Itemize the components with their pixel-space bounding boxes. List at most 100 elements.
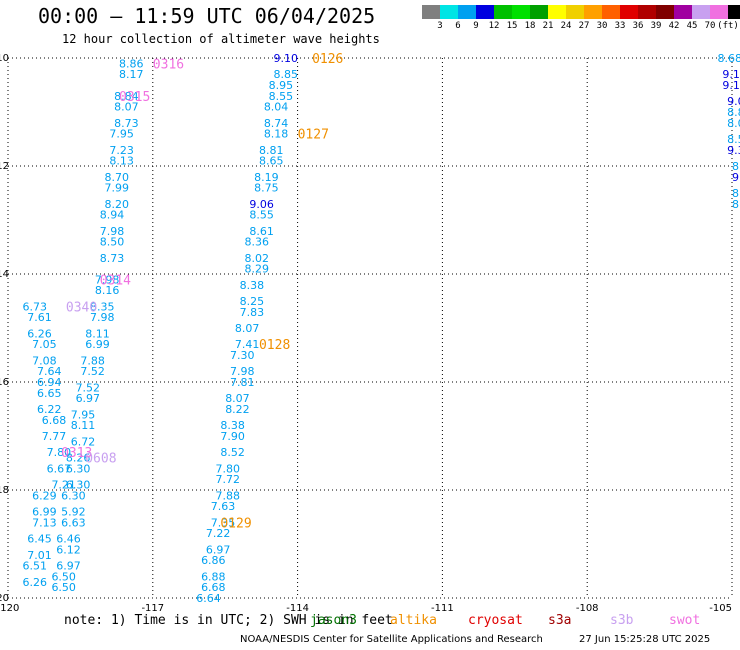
legend-swatch-1 [440,5,458,19]
pass-time-label: 0315 [119,90,150,105]
wave-height-value: 6.88 [201,570,226,583]
wave-height-value: 8.29 [245,263,269,276]
lon-axis-label: -117 [141,603,164,614]
legend-swatches [422,5,740,19]
wave-height-value: 7.41 [235,338,260,351]
wave-height-value: 8.84 [114,90,139,103]
wave-height-value: 8.07 [114,101,139,114]
wave-height-value: 8.16 [95,284,120,297]
wave-height-value: 8.35 [90,300,115,313]
legend-tick-label: 6 [455,21,461,31]
legend-swatch-2 [458,5,476,19]
wave-height-value: 9.06 [249,198,273,211]
wave-height-value: 8.25 [240,295,265,308]
wave-height-value: 9.10 [273,52,298,65]
wave-height-value: 8.73 [100,252,125,265]
wave-height-value: 6.12 [56,543,80,556]
pass-time-label: 0126 [312,52,343,67]
wave-height-value: 8.81 [259,144,284,157]
wave-height-value: 8 [732,198,739,211]
legend-swatch-0 [422,5,440,19]
pass-time-label: 0129 [220,516,251,531]
chart-subtitle: 12 hour collection of altimeter wave hei… [62,32,380,46]
wave-height-value: 8.19 [254,171,279,184]
wave-height-value: 7.88 [216,489,241,502]
wave-height-value: 6.64 [196,592,221,605]
wave-height-value: 6.94 [37,376,62,389]
legend-swatch-16 [710,5,728,19]
legend-tick-label: 30 [596,21,608,31]
legend-tick-label: 33 [614,21,626,31]
legend-tick-label: 21 [542,21,554,31]
pass-time-label: 0128 [259,338,290,353]
satellite-key-s3b: s3b [610,613,634,628]
wave-height-value: 9.10 [722,79,740,92]
wave-height-value: 6.68 [42,414,67,427]
wave-height-value: 6.50 [51,570,76,583]
wave-height-value: 7.21 [51,479,76,492]
legend-swatch-6 [530,5,548,19]
wave-height-value: 8.86 [119,57,144,70]
wave-height-value: 7.98 [95,273,120,286]
wave-height-value: 8.04 [264,101,289,114]
legend-swatch-4 [494,5,512,19]
wave-height-value: 7.95 [71,408,96,421]
wave-height-value: 7.61 [27,311,52,324]
lon-axis-label: -105 [709,603,732,614]
wave-height-value: 8.18 [264,128,289,141]
wave-height-value: 7.35 [211,516,236,529]
legend-swatch-17 [728,5,740,19]
wave-height-value: 8.26 [66,452,91,465]
wave-height-value: 9.15 [722,68,740,81]
wave-height-value: 8.55 [269,90,294,103]
pass-time-label: 0316 [153,57,184,72]
wave-height-value: 8.11 [71,419,96,432]
legend-tick-label: 45 [686,21,698,31]
credit-line: NOAA/NESDIS Center for Satellite Applica… [240,634,543,645]
wave-height-value: 8.07 [225,392,250,405]
wave-height-value: 6.22 [37,403,62,416]
satellite-key-altika: altika [390,613,437,628]
legend-unit-label: (ft) [717,21,739,31]
legend-swatch-7 [548,5,566,19]
wave-height-value: 8.68 [718,52,740,65]
legend-swatch-14 [674,5,692,19]
wave-height-value: 6.65 [37,387,62,400]
satellite-key-swot: swot [669,613,701,628]
wave-height-value: 8.22 [225,403,250,416]
wave-height-value: 6.30 [66,462,91,475]
lat-axis-label: -14 [0,269,9,280]
wave-height-value: 8.95 [269,79,294,92]
wave-height-value: 8.11 [85,327,110,340]
wave-height-value: 7.72 [216,473,241,486]
legend-tick-label: 24 [560,21,572,31]
wave-height-value: 6.97 [56,560,80,573]
satellite-key-jason3: jason3 [310,613,357,628]
legend-tick-label: 15 [506,21,518,31]
wave-height-value: 8.5 [727,133,740,146]
wave-height-value: 7.88 [80,354,105,367]
legend-swatch-9 [584,5,602,19]
generated-timestamp: 27 Jun 15:25:28 UTC 2025 [579,634,711,645]
wave-height-value: 6.86 [201,554,226,567]
legend-tick-label: 3 [437,21,443,31]
satellite-key-s3a: s3a [548,613,572,628]
legend-swatch-3 [476,5,494,19]
legend-swatch-13 [656,5,674,19]
wave-height-value: 8.85 [273,68,298,81]
wave-height-value: 7.23 [109,144,134,157]
color-legend: 3 6 9 12 15 18 21 24 27 30 33 36 39 42 45 70 (ft) [422,5,740,31]
wave-height-value: 7.01 [27,549,52,562]
wave-height-value: 8.73 [114,117,139,130]
wave-height-value: 7.52 [80,365,105,378]
satellite-key-cryosat: cryosat [468,613,523,628]
pass-time-label: 0340 [66,300,97,315]
wave-height-value: 8.50 [100,236,125,249]
wave-height-value: 8.07 [727,117,740,130]
wave-height-value: 8.52 [220,446,245,459]
wave-height-value: 7.13 [32,516,57,529]
wave-height-value: 8.74 [264,117,289,130]
wave-height-value: 8. [732,160,740,173]
lon-axis-label: -114 [286,603,309,614]
wave-height-value: 8.13 [109,155,134,168]
